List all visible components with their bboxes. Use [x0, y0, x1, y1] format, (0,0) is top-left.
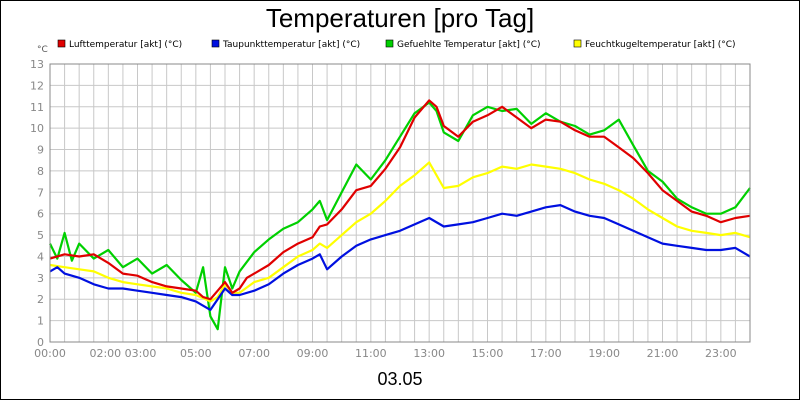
x-tick-label: 07:00	[238, 347, 270, 360]
x-tick-label: 13:00	[413, 347, 445, 360]
legend-swatch	[57, 39, 66, 48]
plot-border	[49, 63, 751, 343]
y-tick-label: 7	[37, 186, 44, 199]
legend-item: Feuchtkugeltemperatur [akt] (°C)	[573, 39, 736, 50]
legend-item: Lufttemperatur [akt] (°C)	[57, 39, 182, 50]
series-line	[49, 101, 751, 331]
legend-swatch	[211, 39, 220, 48]
legend-label: Gefuehlte Temperatur [akt] (°C)	[397, 40, 541, 50]
y-tick-label: 12	[30, 79, 44, 92]
legend: Lufttemperatur [akt] (°C) Taupunkttempera…	[57, 39, 736, 50]
y-tick-label: 2	[37, 293, 44, 306]
x-tick-label: 23:00	[705, 347, 737, 360]
x-tick-label: 19:00	[588, 347, 620, 360]
chart-title: Temperaturen [pro Tag]	[266, 3, 534, 33]
series-line	[49, 204, 751, 311]
x-tick-label: 21:00	[647, 347, 679, 360]
legend-item: Taupunkttemperatur [akt] (°C)	[211, 39, 360, 50]
x-tick-label: 11:00	[355, 347, 387, 360]
y-tick-label: 6	[37, 208, 44, 221]
series-line	[49, 161, 751, 303]
x-tick-label: 05:00	[180, 347, 212, 360]
legend-label: Taupunkttemperatur [akt] (°C)	[222, 40, 360, 50]
legend-item: Gefuehlte Temperatur [akt] (°C)	[385, 39, 541, 50]
y-tick-label: 4	[37, 250, 44, 263]
y-tick-label: 10	[30, 122, 44, 135]
legend-swatch	[573, 39, 582, 48]
y-tick-label: 5	[37, 229, 44, 242]
legend-label: Feuchtkugeltemperatur [akt] (°C)	[585, 40, 736, 50]
y-tick-label: 9	[37, 144, 44, 157]
y-tick-label: 8	[37, 165, 44, 178]
y-tick-label: 3	[37, 272, 44, 285]
series-lines	[49, 99, 751, 331]
legend-label: Lufttemperatur [akt] (°C)	[69, 40, 182, 50]
legend-swatch	[385, 39, 394, 48]
y-tick-label: 11	[30, 101, 44, 114]
x-tick-label: 15:00	[472, 347, 504, 360]
x-tick-label: 02:00 03:00	[89, 347, 156, 360]
x-tick-label: 09:00	[297, 347, 329, 360]
series-line	[49, 99, 751, 301]
y-tick-label: 1	[37, 315, 44, 328]
date-label: 03.05	[377, 369, 422, 389]
y-tick-label: 13	[30, 58, 44, 71]
x-axis-ticks: 00:00 02:00 03:00 05:00 07:00 09:00 11:00 13:0…	[34, 347, 737, 360]
y-tick-label: 0	[37, 336, 44, 349]
y-axis-unit: °C	[37, 45, 48, 55]
x-tick-label: 17:00	[530, 347, 562, 360]
x-tick-label: 00:00	[34, 347, 66, 360]
